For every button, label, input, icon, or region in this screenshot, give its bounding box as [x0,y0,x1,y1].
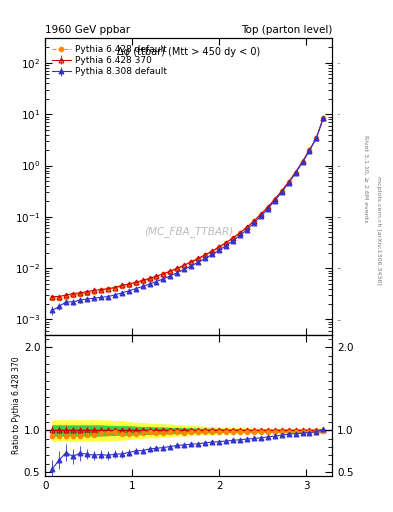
Pythia 6.428 default [64,293,68,300]
Pythia 6.428 default [307,147,312,154]
Pythia 6.428 default [321,115,326,121]
Pythia 6.428 default [203,252,208,259]
Pythia 6.428 default [196,256,200,262]
Pythia 6.428 default [252,218,256,224]
Pythia 6.428 default [99,287,103,293]
Legend: Pythia 6.428 default, Pythia 6.428 370, Pythia 8.308 default: Pythia 6.428 default, Pythia 6.428 370, … [48,41,171,80]
Pythia 6.428 default [161,271,166,278]
Text: mcplots.cern.ch [arXiv:1306.3436]: mcplots.cern.ch [arXiv:1306.3436] [376,176,382,285]
Pythia 6.428 default [126,282,131,288]
Pythia 6.428 default [279,188,284,195]
Pythia 6.428 default [314,135,319,141]
Text: Top (parton level): Top (parton level) [241,25,332,35]
Pythia 6.428 default [119,284,124,290]
Pythia 6.428 default [175,266,180,272]
Pythia 6.428 default [71,292,75,298]
Pythia 6.428 default [133,280,138,286]
Pythia 6.428 default [210,248,215,254]
Pythia 6.428 default [272,197,277,203]
Text: (MC_FBA_TTBAR): (MC_FBA_TTBAR) [144,226,233,237]
Pythia 6.428 default [77,291,82,297]
Pythia 6.428 default [286,179,291,185]
Y-axis label: Ratio to Pythia 6.428 370: Ratio to Pythia 6.428 370 [12,357,21,454]
Pythia 6.428 default [84,290,89,296]
Pythia 6.428 default [57,295,61,301]
Pythia 6.428 default [265,204,270,210]
Pythia 6.428 default [112,285,117,291]
Pythia 6.428 default [259,211,263,218]
Text: 1960 GeV ppbar: 1960 GeV ppbar [45,25,130,35]
Pythia 6.428 default [147,276,152,282]
Pythia 6.428 default [154,274,159,280]
Text: Rivet 3.1.10, ≥ 2.6M events: Rivet 3.1.10, ≥ 2.6M events [364,136,369,223]
Pythia 6.428 default [238,230,242,236]
Line: Pythia 6.428 default: Pythia 6.428 default [50,116,325,300]
Pythia 6.428 default [244,224,249,230]
Pythia 6.428 default [182,263,187,269]
Pythia 6.428 default [50,295,55,301]
Pythia 6.428 default [105,286,110,292]
Pythia 6.428 default [231,235,235,241]
Pythia 6.428 default [293,169,298,176]
Pythia 6.428 default [92,288,96,294]
Pythia 6.428 default [224,240,228,246]
Pythia 6.428 default [300,159,305,165]
Text: Δφ (ttbar) (Mtt > 450 dy < 0): Δφ (ttbar) (Mtt > 450 dy < 0) [117,47,260,57]
Pythia 6.428 default [168,268,173,274]
Pythia 6.428 default [140,278,145,284]
Pythia 6.428 default [189,259,194,265]
Pythia 6.428 default [217,244,221,250]
